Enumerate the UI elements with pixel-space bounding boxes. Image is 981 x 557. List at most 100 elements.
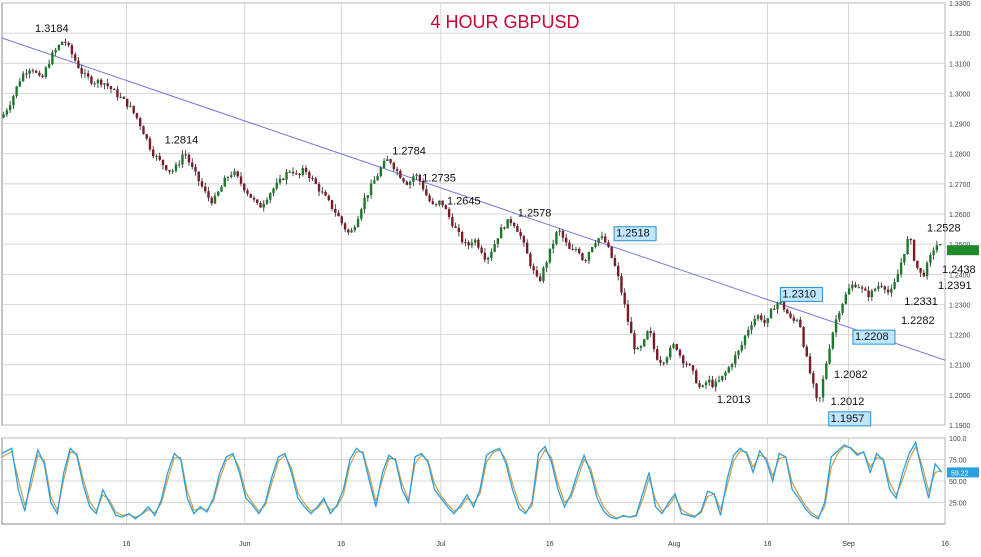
candle-body [922, 272, 926, 277]
candle-body [558, 230, 561, 232]
price-tick-label: 1.3000 [949, 91, 971, 98]
candle-body [138, 118, 142, 127]
candle-body [366, 195, 370, 198]
candle-body [548, 248, 552, 263]
candle-body [938, 244, 942, 246]
candle-body [314, 178, 317, 184]
candle-body [675, 344, 678, 350]
candle-body [662, 362, 665, 364]
candle-body [854, 284, 857, 288]
stoch-value-label: 59.22 [951, 470, 969, 477]
candle-body [106, 83, 109, 87]
candle-body [246, 190, 249, 194]
candle-body [158, 155, 161, 160]
candle-body [464, 242, 467, 244]
candle-body [522, 236, 526, 243]
candle-body [857, 287, 861, 289]
candle-body [425, 189, 428, 196]
candle-body [486, 257, 490, 260]
candle-body [747, 329, 750, 336]
candle-body [239, 176, 243, 184]
candle-body [360, 209, 363, 219]
price-level-label: 1.2310 [782, 288, 816, 300]
candle-body [34, 70, 38, 73]
candle-body [165, 165, 168, 171]
candle-body [669, 347, 672, 358]
candle-body [317, 183, 321, 192]
candle-body [899, 262, 903, 275]
candle-body [896, 274, 900, 283]
price-tick-label: 1.2200 [949, 333, 971, 340]
candle-body [545, 262, 548, 268]
candle-body [418, 174, 422, 182]
candle-body [656, 349, 659, 360]
candle-body [31, 70, 35, 72]
price-level-label: 1.2814 [165, 134, 199, 146]
candle-body [708, 379, 711, 383]
stoch-value-marker [947, 467, 979, 478]
candle-body [685, 363, 688, 365]
candle-body [613, 257, 617, 266]
candle-body [812, 373, 815, 384]
candle-body [259, 203, 262, 208]
candle-body [295, 173, 298, 175]
price-level-label: 1.2438 [942, 264, 976, 276]
candle-body [460, 232, 464, 243]
candle-body [434, 203, 438, 205]
price-tick-label: 1.3200 [949, 31, 971, 38]
candle-body [288, 171, 291, 173]
candle-body [864, 288, 867, 291]
price-level-label: 1.2013 [717, 394, 751, 406]
price-level-box [852, 329, 896, 345]
price-level-label: 1.2391 [938, 280, 972, 292]
candle-body [99, 79, 103, 85]
candle-body [870, 290, 874, 298]
candle-body [623, 292, 626, 305]
candle-body [496, 238, 500, 245]
candle-body [213, 195, 217, 204]
chart-title: 4 HOUR GBPUSD [430, 12, 579, 32]
candle-body [831, 332, 835, 349]
candle-body [802, 327, 805, 347]
candle-body [564, 237, 568, 243]
candle-body [421, 181, 425, 190]
price-tick-label: 1.1900 [949, 423, 971, 430]
candle-body [698, 383, 701, 387]
candle-body [503, 227, 506, 229]
candle-body [386, 159, 389, 161]
candle-body [763, 319, 766, 324]
candle-body [799, 319, 802, 328]
candle-body [285, 171, 288, 180]
candle-body [431, 201, 435, 204]
candle-body [652, 333, 656, 350]
candle-body [903, 253, 906, 263]
candle-body [519, 231, 522, 237]
candle-body [438, 200, 441, 205]
candle-body [282, 178, 285, 180]
candle-body [542, 267, 545, 281]
candle-body [347, 229, 350, 233]
candle-body [506, 219, 509, 229]
candle-body [184, 154, 187, 156]
candle-body [67, 42, 70, 46]
candle-body [64, 41, 67, 43]
price-tick-label: 1.2400 [949, 272, 971, 279]
candle-body [932, 250, 935, 255]
candle-body [2, 114, 5, 118]
candle-body [415, 174, 418, 177]
candle-body [51, 52, 54, 65]
candle-body [795, 319, 799, 321]
candle-body [860, 287, 864, 289]
candle-body [743, 335, 747, 346]
candle-body [577, 248, 581, 254]
candle-body [532, 266, 535, 271]
price-tick-label: 1.3100 [949, 61, 971, 68]
price-tick-label: 1.2600 [949, 212, 971, 219]
candle-body [70, 45, 74, 55]
candle-body [691, 365, 695, 371]
price-level-label: 1.2518 [616, 228, 650, 240]
candle-body [883, 286, 887, 290]
candle-body [96, 79, 100, 84]
candle-body [174, 164, 178, 171]
